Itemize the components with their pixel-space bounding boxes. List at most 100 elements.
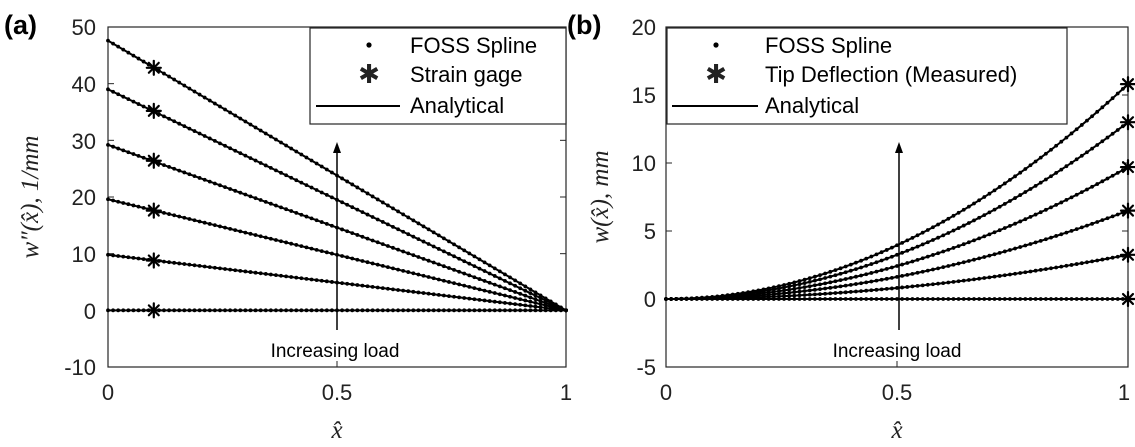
foss-spline-point bbox=[452, 242, 456, 247]
foss-spline-point bbox=[828, 285, 833, 290]
foss-spline-point bbox=[136, 256, 141, 261]
foss-spline-point bbox=[720, 293, 725, 298]
foss-spline-point bbox=[365, 308, 370, 313]
foss-spline-point bbox=[884, 287, 889, 291]
foss-spline-point bbox=[243, 153, 248, 158]
foss-spline-point bbox=[792, 297, 797, 301]
foss-spline-point bbox=[997, 185, 1002, 189]
foss-spline-point bbox=[243, 308, 248, 313]
foss-spline-point bbox=[900, 262, 905, 267]
foss-spline-point bbox=[1038, 210, 1043, 215]
foss-spline-point bbox=[1018, 271, 1023, 275]
foss-spline-point bbox=[192, 174, 197, 179]
foss-spline-point bbox=[966, 278, 971, 282]
foss-spline-point bbox=[956, 279, 961, 284]
foss-spline-point bbox=[212, 101, 217, 106]
y-tick-label: 30 bbox=[72, 129, 96, 154]
foss-spline-point bbox=[838, 266, 843, 271]
panel-b-legend-box bbox=[666, 27, 1068, 125]
foss-spline-point bbox=[528, 295, 533, 300]
foss-spline-point bbox=[314, 188, 319, 192]
foss-spline-point bbox=[187, 217, 192, 221]
foss-spline-point bbox=[533, 308, 538, 313]
foss-spline-point bbox=[992, 230, 997, 235]
foss-spline-point bbox=[513, 278, 518, 283]
foss-spline-point bbox=[492, 291, 497, 295]
foss-spline-point bbox=[263, 163, 268, 168]
foss-spline-point bbox=[977, 236, 982, 241]
foss-spline-point bbox=[284, 207, 289, 212]
foss-spline-point bbox=[279, 273, 283, 278]
foss-spline-point bbox=[396, 267, 400, 272]
foss-spline-point bbox=[992, 297, 997, 301]
foss-spline-point bbox=[263, 235, 268, 240]
foss-spline-point bbox=[879, 297, 884, 301]
foss-spline-point bbox=[258, 128, 263, 133]
foss-spline-point bbox=[982, 234, 987, 239]
foss-spline-point bbox=[1043, 267, 1048, 272]
foss-spline-point bbox=[248, 308, 253, 313]
foss-spline-point bbox=[987, 210, 992, 215]
foss-spline-point bbox=[895, 286, 899, 290]
foss-spline-point bbox=[1028, 269, 1033, 274]
foss-spline-point bbox=[1115, 128, 1120, 132]
foss-spline-point bbox=[982, 255, 987, 259]
foss-spline-point bbox=[452, 254, 456, 259]
foss-spline-point bbox=[792, 283, 797, 288]
foss-spline-point bbox=[1033, 183, 1038, 188]
foss-spline-point bbox=[915, 233, 920, 238]
foss-spline-point bbox=[324, 308, 329, 313]
foss-spline-point bbox=[202, 134, 207, 138]
foss-spline-point bbox=[884, 248, 889, 252]
foss-spline-point bbox=[447, 280, 451, 284]
foss-spline-point bbox=[982, 276, 987, 280]
foss-spline-point bbox=[905, 297, 910, 301]
foss-spline-point bbox=[426, 275, 431, 279]
legend-asterisk-marker: ✱ bbox=[705, 59, 727, 89]
foss-spline-point bbox=[987, 191, 992, 196]
foss-spline-point bbox=[187, 126, 192, 131]
foss-spline-point bbox=[268, 134, 273, 139]
foss-spline-point bbox=[274, 238, 278, 242]
foss-spline-point bbox=[910, 246, 915, 251]
foss-spline-point bbox=[941, 281, 946, 285]
foss-spline-point bbox=[299, 276, 304, 281]
panel-a-x-axis-label: x̂ bbox=[330, 417, 342, 444]
foss-spline-point bbox=[1023, 270, 1028, 275]
foss-spline-point bbox=[182, 124, 187, 129]
foss-spline-point bbox=[1074, 157, 1079, 162]
foss-spline-point bbox=[961, 207, 966, 212]
foss-spline-point bbox=[457, 308, 462, 313]
foss-spline-point bbox=[228, 267, 233, 272]
foss-spline-point bbox=[787, 297, 792, 301]
foss-spline-point bbox=[818, 292, 822, 296]
panel-a-x-tick-labels: 0 0.5 1 bbox=[102, 380, 572, 405]
foss-spline-point bbox=[508, 275, 512, 280]
foss-spline-point bbox=[452, 281, 456, 286]
foss-spline-point bbox=[472, 286, 477, 291]
foss-spline-point bbox=[966, 221, 971, 225]
foss-spline-point bbox=[258, 308, 263, 313]
foss-spline-point bbox=[920, 297, 925, 301]
foss-spline-point bbox=[972, 257, 976, 262]
foss-spline-point bbox=[889, 286, 894, 291]
foss-spline-point bbox=[385, 308, 390, 313]
foss-spline-point bbox=[111, 253, 115, 258]
foss-spline-point bbox=[441, 236, 446, 241]
foss-spline-point bbox=[406, 289, 411, 294]
foss-spline-point bbox=[782, 283, 786, 287]
foss-spline-point bbox=[1049, 147, 1053, 152]
foss-spline-point bbox=[823, 291, 828, 296]
foss-spline-point bbox=[977, 297, 982, 301]
foss-spline-point bbox=[452, 294, 456, 299]
foss-spline-point bbox=[987, 232, 992, 237]
foss-spline-point bbox=[141, 308, 146, 313]
foss-spline-point bbox=[966, 259, 971, 263]
foss-spline-point bbox=[274, 168, 278, 173]
y-tick-label: 15 bbox=[632, 83, 656, 108]
foss-spline-point bbox=[380, 264, 385, 268]
foss-spline-point bbox=[889, 275, 894, 280]
foss-spline-point bbox=[1064, 135, 1069, 140]
foss-spline-point bbox=[187, 86, 192, 91]
